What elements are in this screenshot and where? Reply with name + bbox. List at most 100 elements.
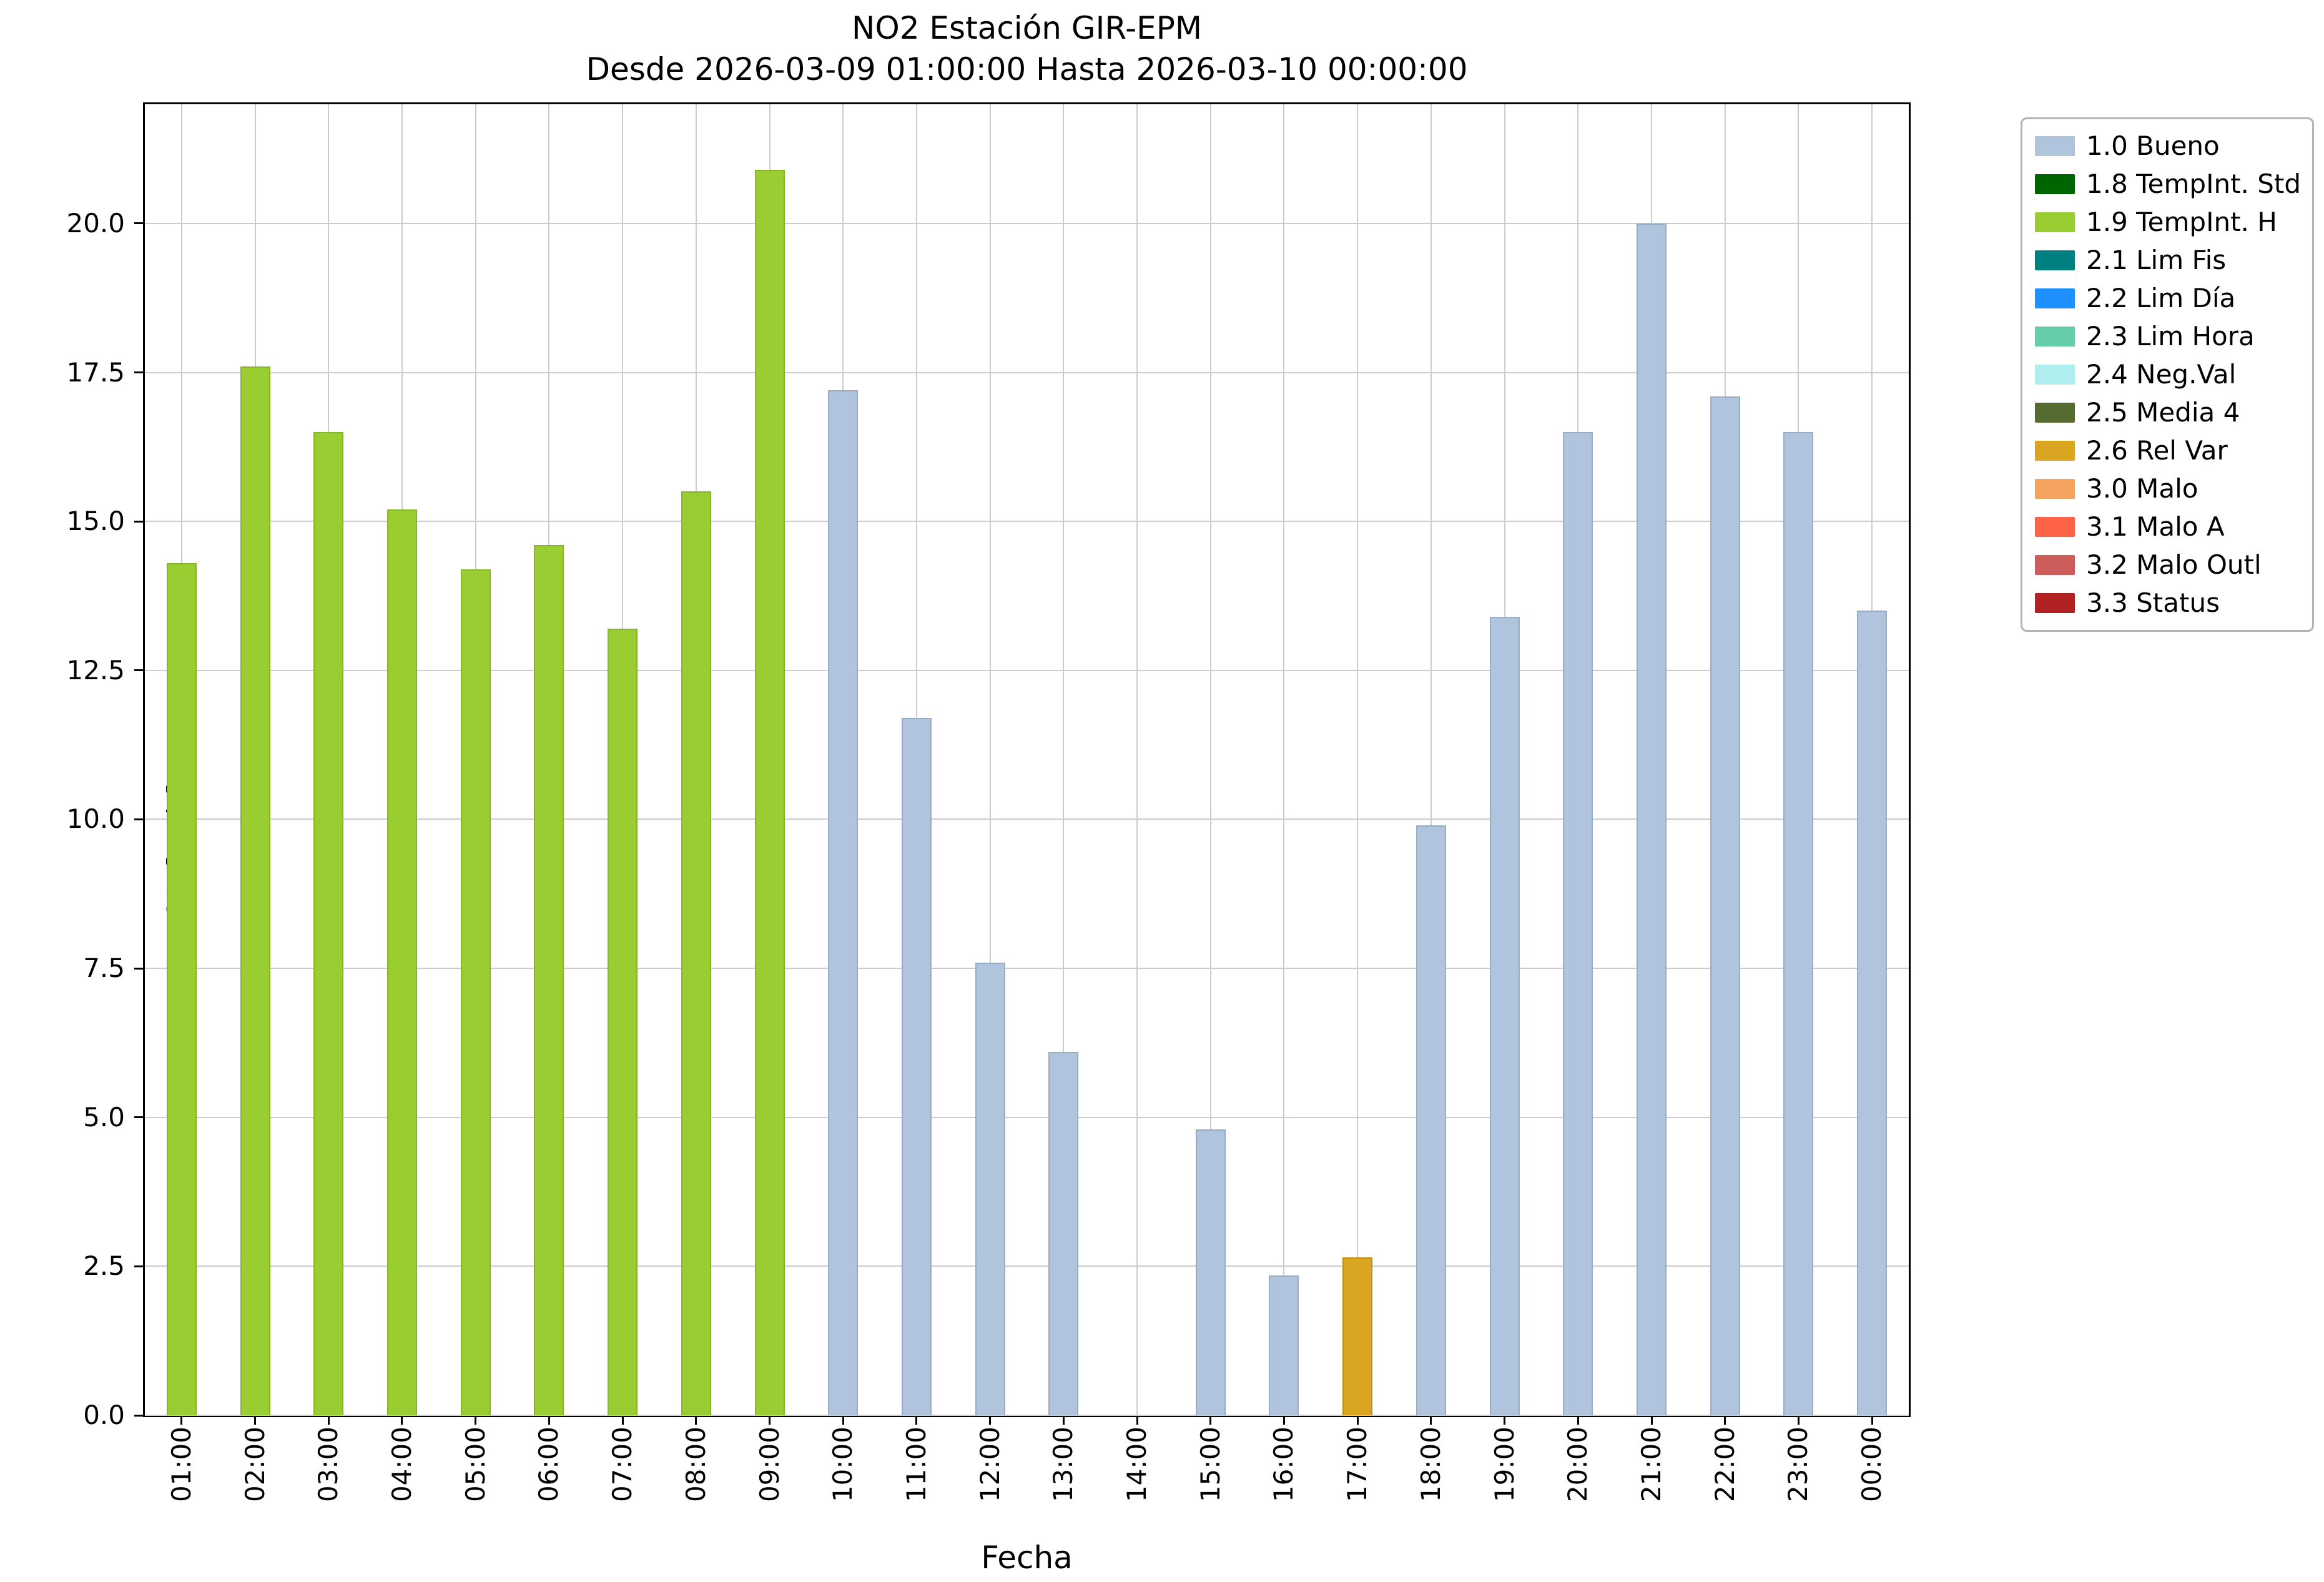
y-gridline xyxy=(145,1265,1909,1267)
x-tick-label: 10:00 xyxy=(827,1427,859,1503)
y-tick-mark xyxy=(134,520,143,523)
x-tick-mark xyxy=(1209,1416,1212,1425)
bar-01:00 xyxy=(166,563,197,1415)
bar-07:00 xyxy=(608,629,638,1415)
x-tick-label: 00:00 xyxy=(1856,1427,1888,1503)
chart-title: NO2 Estación GIR-EPM Desde 2026-03-09 01… xyxy=(143,7,1911,90)
y-gridline xyxy=(145,1116,1909,1118)
y-gridline xyxy=(145,669,1909,671)
x-tick-mark xyxy=(695,1416,697,1425)
bar-06:00 xyxy=(534,545,564,1415)
bar-20:00 xyxy=(1563,432,1593,1415)
bar-03:00 xyxy=(313,432,344,1415)
x-tick-label: 11:00 xyxy=(900,1427,932,1503)
bar-00:00 xyxy=(1857,611,1888,1415)
y-tick-label: 5.0 xyxy=(83,1101,125,1132)
x-tick-label: 17:00 xyxy=(1342,1427,1373,1503)
x-tick-mark xyxy=(1283,1416,1285,1425)
legend-item: 3.2 Malo Outl xyxy=(2035,549,2300,581)
x-tick-mark xyxy=(842,1416,844,1425)
x-tick-mark xyxy=(621,1416,624,1425)
bar-17:00 xyxy=(1342,1257,1373,1415)
legend-item: 2.4 Neg.Val xyxy=(2035,359,2300,390)
x-tick-label: 06:00 xyxy=(533,1427,564,1503)
x-tick-mark xyxy=(1356,1416,1359,1425)
plot-area: NO2 [ppb] 0.02.55.07.510.012.515.017.520… xyxy=(66,102,1911,1502)
x-tick-mark xyxy=(180,1416,183,1425)
legend-label: 2.5 Media 4 xyxy=(2086,397,2240,428)
x-tick-label: 22:00 xyxy=(1709,1427,1740,1503)
x-tick-label: 23:00 xyxy=(1783,1427,1814,1503)
x-tick-mark xyxy=(1797,1416,1800,1425)
x-tick-mark xyxy=(401,1416,403,1425)
x-tick-label: 03:00 xyxy=(313,1427,344,1503)
bar-11:00 xyxy=(901,718,932,1415)
x-tick-label: 12:00 xyxy=(974,1427,1005,1503)
legend-swatch xyxy=(2035,288,2075,308)
legend-item: 1.8 TempInt. Std xyxy=(2035,169,2302,200)
x-tick-mark xyxy=(1650,1416,1653,1425)
legend-item: 2.3 Lim Hora xyxy=(2035,321,2300,352)
y-tick-mark xyxy=(134,371,143,374)
x-gridline xyxy=(1063,104,1065,1415)
title-line-2: Desde 2026-03-09 01:00:00 Hasta 2026-03-… xyxy=(586,51,1468,87)
x-tick-label: 08:00 xyxy=(680,1427,711,1503)
x-tick-mark xyxy=(475,1416,477,1425)
y-tick-mark xyxy=(134,967,143,970)
x-gridline xyxy=(1357,104,1359,1415)
y-tick-label: 20.0 xyxy=(66,207,125,238)
x-tick-mark xyxy=(989,1416,992,1425)
legend-item: 3.3 Status xyxy=(2035,587,2300,619)
legend-swatch xyxy=(2035,403,2075,423)
legend-swatch xyxy=(2035,441,2075,461)
y-gridline xyxy=(145,1415,1909,1416)
bar-21:00 xyxy=(1637,223,1667,1415)
legend-item: 2.6 Rel Var xyxy=(2035,435,2300,466)
y-tick-label: 10.0 xyxy=(66,803,125,835)
y-tick-label: 17.5 xyxy=(66,356,125,388)
legend-item: 3.1 Malo A xyxy=(2035,511,2300,543)
legend-swatch xyxy=(2035,517,2075,537)
x-tick-mark xyxy=(254,1416,257,1425)
legend-label: 2.6 Rel Var xyxy=(2086,435,2228,466)
x-tick-label: 13:00 xyxy=(1048,1427,1079,1503)
x-tick-label: 09:00 xyxy=(754,1427,785,1503)
x-tick-mark xyxy=(1724,1416,1726,1425)
y-tick-mark xyxy=(134,818,143,820)
legend-label: 1.8 TempInt. Std xyxy=(2086,169,2302,199)
legend-swatch xyxy=(2035,479,2075,499)
x-tick-mark xyxy=(327,1416,330,1425)
bar-10:00 xyxy=(828,390,859,1415)
x-tick-label: 18:00 xyxy=(1415,1427,1446,1503)
legend-label: 3.1 Malo A xyxy=(2086,511,2225,542)
bar-02:00 xyxy=(240,366,270,1415)
legend-label: 3.3 Status xyxy=(2086,587,2220,618)
legend-swatch xyxy=(2035,327,2075,346)
x-gridline xyxy=(1136,104,1138,1415)
x-tick-mark xyxy=(1871,1416,1873,1425)
legend-swatch xyxy=(2035,555,2075,575)
x-tick-label: 19:00 xyxy=(1489,1427,1520,1503)
x-tick-label: 14:00 xyxy=(1121,1427,1153,1503)
y-tick-label: 0.0 xyxy=(83,1400,125,1430)
legend-item: 2.2 Lim Día xyxy=(2035,283,2300,314)
x-tick-label: 20:00 xyxy=(1562,1427,1593,1503)
y-tick-mark xyxy=(134,1414,143,1417)
x-tick-mark xyxy=(1577,1416,1579,1425)
x-tick-mark xyxy=(1062,1416,1065,1425)
bar-09:00 xyxy=(754,170,785,1415)
bar-04:00 xyxy=(387,509,417,1415)
bar-05:00 xyxy=(460,569,491,1415)
bar-12:00 xyxy=(975,962,1005,1415)
y-gridline xyxy=(145,521,1909,523)
legend-label: 3.0 Malo xyxy=(2086,473,2198,504)
legend-label: 2.4 Neg.Val xyxy=(2086,359,2237,390)
bar-08:00 xyxy=(681,491,711,1415)
legend-label: 2.3 Lim Hora xyxy=(2086,321,2255,351)
legend-label: 1.9 TempInt. H xyxy=(2086,207,2277,237)
x-tick-label: 05:00 xyxy=(460,1427,491,1503)
y-gridline xyxy=(145,818,1909,820)
legend-swatch xyxy=(2035,212,2075,232)
x-tick-label: 16:00 xyxy=(1268,1427,1299,1503)
